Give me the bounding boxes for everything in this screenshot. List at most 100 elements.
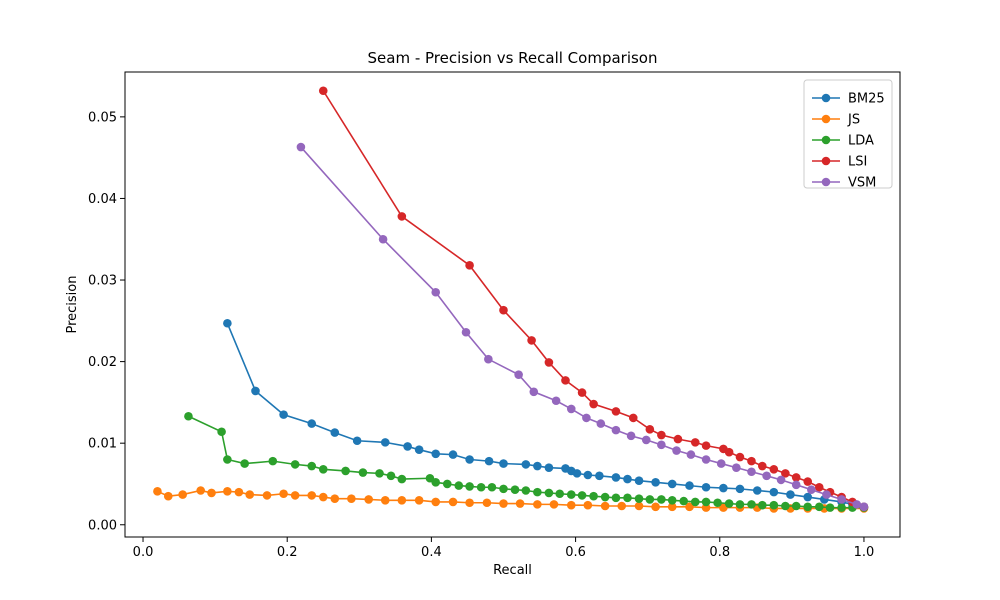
- data-point-vsm: [641, 435, 651, 445]
- data-point-vsm: [807, 485, 816, 494]
- data-point-lda: [386, 471, 396, 481]
- data-point-lda: [611, 493, 621, 503]
- data-point-vsm: [716, 459, 726, 468]
- data-point-lda: [544, 488, 554, 498]
- data-point-js: [515, 499, 525, 508]
- data-point-lda: [223, 455, 232, 464]
- data-point-vsm: [529, 387, 539, 397]
- y-tick-label: 0.00: [88, 518, 117, 533]
- data-point-bm25: [595, 471, 604, 481]
- data-point-lsi: [803, 477, 813, 486]
- data-point-lda: [577, 491, 587, 500]
- data-point-js: [262, 491, 272, 500]
- data-point-vsm: [484, 354, 493, 364]
- data-point-lda: [667, 495, 677, 505]
- data-point-bm25: [685, 481, 694, 490]
- data-point-bm25: [533, 461, 542, 471]
- series-lsi: [318, 86, 869, 512]
- data-point-js: [330, 494, 340, 503]
- data-point-lsi: [814, 482, 824, 492]
- data-point-vsm: [378, 234, 388, 244]
- data-point-lda: [465, 482, 474, 491]
- data-point-vsm: [762, 471, 771, 481]
- data-point-lda: [240, 459, 249, 468]
- legend-item-js: JS: [812, 113, 860, 128]
- data-point-vsm: [596, 419, 606, 428]
- data-point-js: [499, 499, 508, 508]
- data-point-vsm: [822, 490, 831, 499]
- data-point-bm25: [611, 473, 621, 482]
- data-point-bm25: [521, 460, 531, 469]
- data-point-bm25: [634, 476, 644, 486]
- data-point-bm25: [465, 455, 474, 464]
- data-point-lda: [431, 478, 441, 487]
- data-point-vsm: [657, 440, 666, 450]
- data-point-vsm: [461, 327, 471, 337]
- data-point-vsm: [776, 475, 786, 485]
- data-point-bm25: [803, 492, 813, 502]
- data-point-js: [196, 486, 205, 495]
- data-point-bm25: [414, 445, 424, 455]
- series-vsm: [296, 142, 869, 512]
- data-point-bm25: [719, 483, 728, 493]
- data-point-lda: [645, 495, 655, 504]
- data-point-js: [448, 497, 458, 507]
- data-point-bm25: [380, 438, 390, 447]
- data-point-vsm: [582, 413, 591, 423]
- data-point-lsi: [781, 469, 790, 478]
- data-point-lda: [442, 479, 452, 489]
- data-point-js: [364, 495, 373, 504]
- data-point-js: [533, 500, 542, 509]
- data-point-vsm: [732, 463, 741, 472]
- data-point-lda: [487, 482, 497, 492]
- data-point-lda: [724, 499, 734, 508]
- data-point-lda: [657, 495, 666, 504]
- x-tick-label: 0.0: [133, 545, 154, 560]
- data-point-lsi: [318, 86, 328, 96]
- data-point-js: [234, 487, 244, 497]
- data-point-js: [207, 488, 216, 498]
- data-point-bm25: [403, 442, 412, 451]
- data-point-lda: [318, 464, 328, 474]
- x-tick-label: 0.6: [565, 545, 586, 560]
- data-point-lda: [375, 469, 384, 478]
- data-point-lda: [634, 494, 644, 503]
- data-point-lsi: [735, 452, 745, 462]
- legend: BM25 JS LDA LSI VSM: [803, 79, 893, 191]
- data-point-js: [667, 502, 677, 512]
- data-point-lsi: [561, 376, 570, 385]
- chart-title: Seam - Precision vs Recall Comparison: [368, 49, 658, 67]
- data-point-js: [279, 489, 288, 499]
- data-point-vsm: [296, 142, 306, 152]
- data-point-lda: [268, 456, 278, 466]
- data-point-lda: [533, 487, 542, 497]
- data-point-lsi: [611, 407, 621, 416]
- data-point-bm25: [448, 450, 458, 459]
- data-point-lda: [341, 466, 350, 476]
- x-tick-label: 1.0: [854, 545, 875, 560]
- legend-marker-js: [821, 114, 831, 124]
- data-point-vsm: [514, 370, 523, 379]
- data-point-bm25: [499, 459, 508, 468]
- data-point-bm25: [279, 410, 288, 419]
- x-tick-label: 0.2: [277, 545, 298, 560]
- data-point-vsm: [551, 396, 561, 406]
- data-point-vsm: [672, 446, 681, 455]
- data-point-js: [163, 491, 173, 501]
- data-point-lsi: [499, 305, 508, 315]
- data-point-lda: [600, 492, 610, 502]
- data-point-js: [600, 501, 610, 511]
- data-point-js: [153, 487, 162, 496]
- data-point-js: [634, 501, 644, 511]
- data-point-js: [617, 501, 627, 511]
- legend-marker-vsm: [821, 177, 831, 187]
- data-point-lda: [803, 502, 813, 512]
- data-point-bm25: [769, 487, 779, 497]
- data-point-bm25: [583, 470, 593, 480]
- data-point-lda: [701, 497, 711, 507]
- data-point-bm25: [484, 456, 494, 466]
- data-point-bm25: [352, 436, 362, 446]
- data-point-lda: [521, 486, 531, 495]
- data-point-bm25: [544, 463, 554, 472]
- series-line-vsm: [300, 146, 865, 508]
